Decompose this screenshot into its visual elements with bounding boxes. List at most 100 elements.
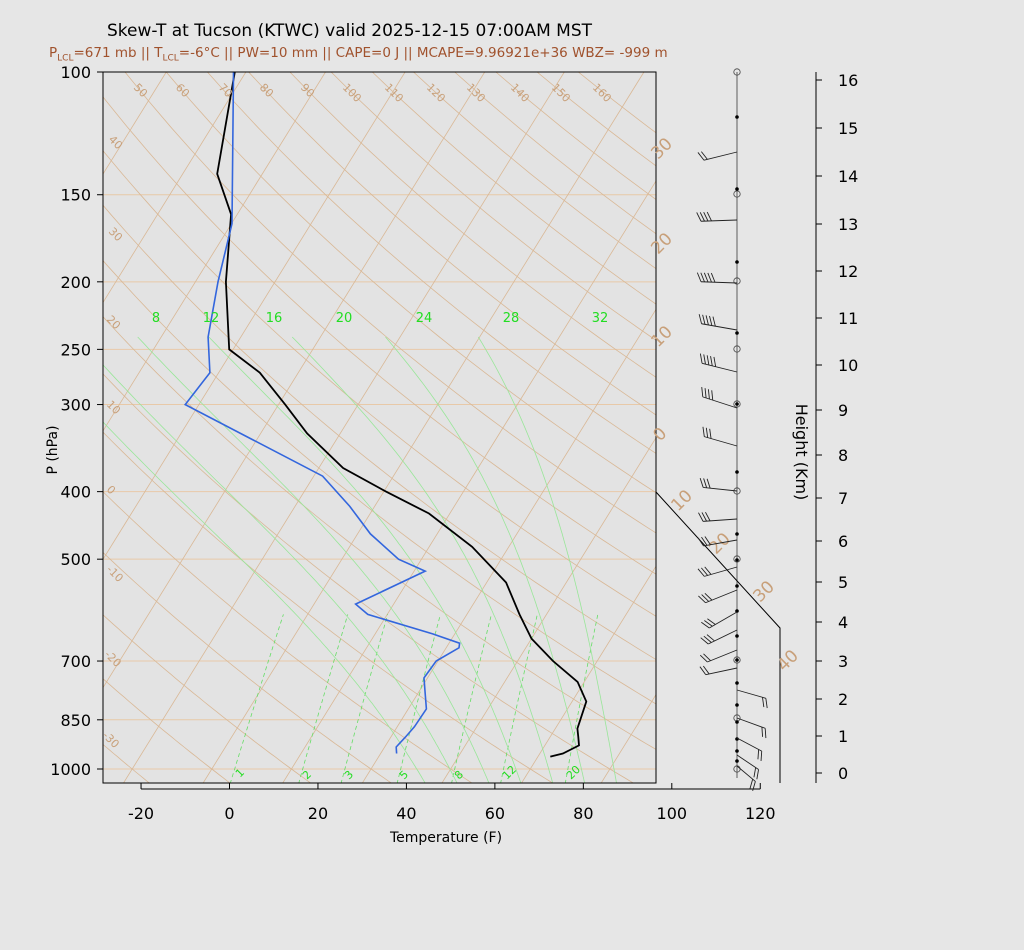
height-tick-label: 12	[838, 262, 858, 281]
height-tick-label: 9	[838, 401, 848, 420]
mixing-ratio-line	[500, 614, 538, 783]
dry-adiabat	[103, 150, 656, 617]
dry-adiabat	[289, 72, 656, 378]
isotherm-line	[103, 72, 486, 689]
mixing-ratio-line	[451, 614, 492, 783]
wind-level-dot	[735, 609, 739, 613]
pressure-tick-label: 700	[60, 652, 91, 671]
wind-level-dot	[735, 470, 739, 474]
dry-adiabat	[103, 491, 473, 783]
temperature-profile	[216, 72, 588, 758]
pressure-tick-label: 1000	[50, 760, 91, 779]
pressure-tick-label: 200	[60, 273, 91, 292]
isotherm-line	[202, 72, 645, 783]
wind-barb	[699, 353, 738, 373]
wind-barb	[736, 754, 759, 780]
wind-barb	[699, 649, 738, 663]
isotherm-line	[0, 72, 87, 784]
plot-extension	[655, 491, 781, 783]
wind-barb	[702, 426, 738, 447]
moist-adiabat-label: 12	[203, 311, 220, 326]
pressure-tick-label: 150	[60, 186, 91, 205]
dry-adiabat	[103, 678, 231, 783]
pressure-tick-label: 850	[60, 711, 91, 730]
pressure-tick-label: 300	[60, 396, 91, 415]
height-tick-label: 10	[838, 356, 858, 375]
height-tick-label: 13	[838, 215, 858, 234]
wind-level-dot	[735, 532, 739, 536]
isotherm-label-right: 30	[749, 577, 778, 606]
height-axis-label: Height (Km)	[792, 404, 811, 501]
wind-level-dot	[735, 749, 739, 753]
wind-barb	[736, 717, 767, 739]
wind-level-dot	[735, 187, 739, 191]
height-tick-label: 15	[838, 119, 858, 138]
wind-barb	[699, 665, 738, 676]
moist-adiabat	[103, 364, 458, 783]
height-tick-label: 8	[838, 446, 848, 465]
moist-adiabat	[477, 336, 617, 783]
dry-adiabat	[248, 72, 656, 416]
wind-barb	[697, 566, 738, 577]
dry-adiabat	[103, 259, 656, 705]
wind-barb	[698, 589, 738, 604]
isotherm-label-right: 10	[667, 486, 696, 515]
isotherm-line	[441, 437, 656, 783]
wind-barb	[701, 387, 738, 409]
isotherm-line	[521, 565, 656, 783]
wind-barb	[697, 151, 738, 161]
height-tick-label: 7	[838, 489, 848, 508]
height-tick-label: 5	[838, 573, 848, 592]
wind-level-dot	[735, 658, 739, 662]
mixing-ratio-line	[229, 614, 284, 783]
isotherm-line	[600, 693, 656, 783]
mixing-ratio-line	[396, 614, 441, 783]
moist-adiabat	[291, 336, 554, 783]
isotherm-line	[103, 72, 247, 304]
moist-adiabat-label: 32	[592, 311, 609, 326]
dry-adiabat	[103, 316, 656, 750]
x-axis-label: Temperature (F)	[389, 830, 502, 846]
calm-wind-circle	[733, 345, 741, 353]
moist-adiabat-label: 16	[266, 311, 283, 326]
calm-wind-circle	[733, 68, 741, 76]
plot-area	[103, 72, 656, 783]
dry-adiabat	[103, 96, 656, 575]
wind-barb	[736, 765, 756, 792]
moist-adiabat-label: 20	[336, 311, 353, 326]
dry-adiabat	[207, 72, 656, 454]
wind-barb	[696, 211, 738, 222]
wind-barb	[698, 511, 738, 522]
isotherm-line	[361, 308, 656, 783]
calm-wind-circle	[733, 400, 741, 408]
temperature-tick-label: 120	[745, 804, 776, 823]
temperature-tick-label: 60	[485, 804, 505, 823]
dry-adiabat	[103, 431, 554, 783]
plot-frame	[102, 71, 657, 784]
height-tick-label: 11	[838, 309, 858, 328]
isotherm-line	[123, 72, 565, 783]
mixing-ratio-line	[340, 614, 389, 783]
wind-barb	[696, 272, 738, 284]
temperature-tick-label: 100	[657, 804, 688, 823]
wind-level-dot	[735, 402, 739, 406]
moist-adiabat	[137, 336, 490, 783]
temperature-tick-label: 80	[573, 804, 593, 823]
wind-level-dot	[735, 584, 739, 588]
wind-level-dot	[735, 703, 739, 707]
height-tick-label: 1	[838, 727, 848, 746]
dry-adiabat	[103, 204, 656, 661]
height-tick-label: 2	[838, 690, 848, 709]
wind-barb	[736, 689, 768, 709]
moist-adiabat-label: 24	[416, 311, 433, 326]
dry-adiabat	[103, 551, 392, 783]
temperature-tick-label: 40	[396, 804, 416, 823]
plot-background	[103, 72, 656, 783]
isotherm-line	[103, 72, 406, 561]
wind-barb	[699, 477, 738, 492]
wind-level-dot	[735, 331, 739, 335]
wind-level-dot	[735, 260, 739, 264]
wind-barb	[736, 737, 763, 762]
chart-subtitle: PLCL=671 mb || TLCL=-6°C || PW=10 mm || …	[49, 45, 668, 64]
isotherm-line	[103, 72, 326, 432]
